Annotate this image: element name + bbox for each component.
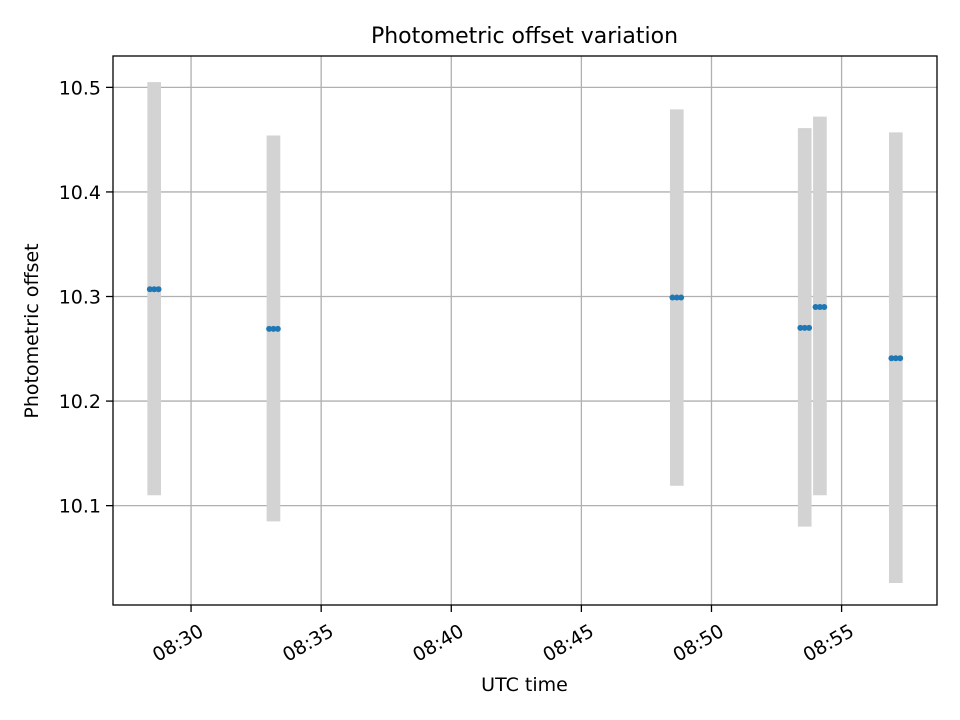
data-point [270,325,277,332]
data-point [892,355,899,362]
data-point [816,303,823,310]
data-point [146,286,153,293]
x-axis-label: UTC time [481,674,568,696]
y-tick-label: 10.1 [59,496,101,518]
data-point [274,325,281,332]
y-tick-label: 10.5 [59,77,101,99]
data-point [673,294,680,301]
data-point [678,294,685,301]
y-axis-label: Photometric offset [21,243,43,418]
data-point [806,324,813,331]
data-point [888,355,895,362]
y-axis-ticks: 10.1 10.2 10.3 10.4 10.5 [59,77,113,518]
y-tick-label: 10.4 [59,182,101,204]
data-point [897,355,904,362]
y-tick-label: 10.3 [59,287,101,309]
data-point [155,286,162,293]
data-point [151,286,158,293]
data-points [146,286,904,362]
y-tick-label: 10.2 [59,391,101,413]
data-point [797,324,804,331]
chart-title: Photometric offset variation [371,24,678,49]
data-point [801,324,808,331]
data-point [821,303,828,310]
plot-frame [112,55,938,606]
data-point [669,294,676,301]
data-point [812,303,819,310]
data-point [266,325,273,332]
